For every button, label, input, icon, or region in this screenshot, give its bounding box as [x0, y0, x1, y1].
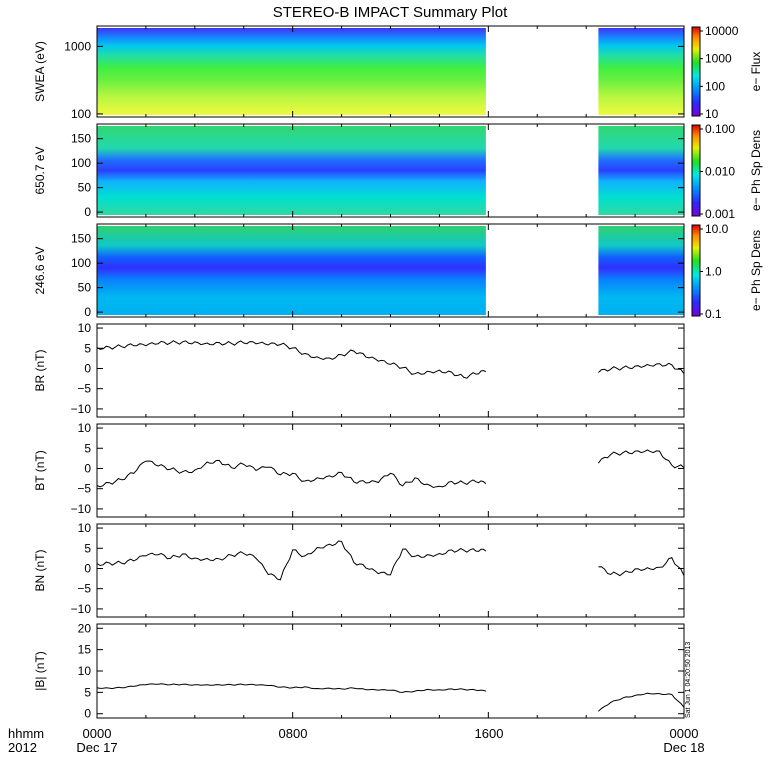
y-tick-label: 10	[78, 521, 92, 535]
y-axis-label: |B| (nT)	[33, 651, 47, 691]
series-line	[96, 683, 487, 693]
colorbar-tick-label: 10.0	[705, 222, 729, 236]
y-tick-label: 10	[78, 421, 92, 435]
colorbar-tick-label: 0.010	[705, 165, 735, 179]
colorbar-label: e− Ph Sp Dens	[749, 230, 763, 311]
y-axis-label: BN (nT)	[33, 549, 47, 591]
y-tick-label: 5	[84, 441, 91, 455]
heatmap-segment	[598, 126, 684, 215]
colorbar-tick-label: 0.001	[705, 207, 735, 221]
colorbar	[691, 26, 701, 117]
colorbar	[691, 124, 701, 217]
y-tick-label: 5	[84, 541, 91, 555]
y-tick-label: 0	[84, 205, 91, 219]
y-tick-label: 100	[71, 256, 91, 270]
panel-6: 10 5 0 −5 −10 BN (nT)	[33, 521, 685, 618]
y-tick-label: 10	[78, 664, 92, 678]
colorbar-tick-label: 0.1	[705, 307, 722, 321]
x-end-date-label: Dec 18	[663, 740, 704, 755]
series-line	[96, 540, 487, 581]
colorbar-tick-label: 1.0	[705, 265, 722, 279]
generation-timestamp: Sat Jun 1 04:20:50 2013	[685, 642, 692, 718]
colorbar-tick-label: 100	[705, 79, 725, 93]
y-axis-label: 246.6 eV	[33, 246, 47, 294]
y-tick-label: 0	[84, 707, 91, 721]
panel-5: 10 5 0 −5 −10 BT (nT)	[33, 421, 685, 518]
y-tick-label: 150	[71, 232, 91, 246]
y-tick-label: −5	[77, 482, 91, 496]
y-tick-label: −5	[77, 382, 91, 396]
x-axis-labels: hhmm 2012 0000 0800 1600 0000 Dec 17 Dec…	[8, 726, 705, 755]
colorbar-label: e− Flux	[749, 52, 763, 92]
colorbar-label: e− Ph Sp Dens	[749, 130, 763, 211]
series-line	[597, 449, 685, 469]
series-line	[96, 459, 487, 489]
heatmap-segment	[598, 226, 684, 315]
plot-frame	[96, 323, 685, 418]
x-tick-label-2: 1600	[475, 726, 504, 741]
heatmap-segment	[97, 28, 486, 115]
panel-4: 10 5 0 −5 −10 BR (nT)	[33, 321, 685, 418]
colorbar	[691, 224, 701, 317]
x-start-date-label: Dec 17	[76, 740, 117, 755]
y-tick-label: 100	[71, 107, 91, 121]
x-tick-label-0: 0000	[83, 726, 112, 741]
y-tick-label: 0	[84, 361, 91, 375]
y-tick-label: 10	[78, 321, 92, 335]
x-axis-hhmm-label: hhmm	[8, 726, 44, 741]
y-tick-label: 0	[84, 461, 91, 475]
colorbar-tick-label: 10000	[705, 24, 739, 38]
y-tick-label: −5	[77, 582, 91, 596]
series-line	[598, 692, 685, 712]
y-tick-label: 0	[84, 561, 91, 575]
panel-3: 0.1 1.0 10.0 e− Ph Sp Dens 0 50 100 150 246.6 eV	[33, 222, 763, 321]
series-line	[598, 362, 685, 374]
y-tick-label: 20	[78, 621, 92, 635]
heatmap-segment	[97, 226, 486, 315]
plot-frame	[96, 523, 685, 618]
heatmap-segment	[598, 28, 684, 115]
panel-1: 10 100 1000 10000 e− Flux 100 1000 SWEA (eV)	[33, 24, 763, 121]
x-tick-label-3: 0000	[670, 726, 699, 741]
series-line	[96, 340, 487, 379]
plot-frame	[96, 623, 685, 719]
panel-2: 0.001 0.010 0.100 e− Ph Sp Dens 0 50 100 150 650…	[33, 122, 763, 221]
y-axis-label: SWEA (eV)	[33, 41, 47, 102]
y-axis-label: 650.7 eV	[33, 146, 47, 194]
colorbar-tick-label: 0.100	[705, 122, 735, 136]
y-tick-label: 0	[84, 305, 91, 319]
figure-title: STEREO-B IMPACT Summary Plot	[273, 4, 508, 21]
y-tick-label: 15	[78, 643, 92, 657]
y-tick-label: 50	[78, 281, 92, 295]
y-tick-label: 100	[71, 156, 91, 170]
heatmap-segment	[97, 126, 486, 215]
colorbar-tick-label: 1000	[705, 52, 732, 66]
y-tick-label: −10	[71, 402, 92, 416]
y-tick-label: 50	[78, 181, 92, 195]
y-tick-label: 1000	[64, 39, 91, 53]
y-tick-label: −10	[71, 502, 92, 516]
panel-7: 20 15 10 5 0 |B| (nT)	[33, 621, 685, 721]
x-axis-year-label: 2012	[8, 740, 37, 755]
y-tick-label: −10	[71, 602, 92, 616]
y-tick-label: 150	[71, 132, 91, 146]
y-tick-label: 5	[84, 341, 91, 355]
x-tick-label-1: 0800	[279, 726, 308, 741]
y-axis-label: BR (nT)	[33, 349, 47, 391]
series-line	[598, 556, 685, 577]
colorbar-tick-label: 10	[705, 107, 719, 121]
y-axis-label: BT (nT)	[33, 450, 47, 490]
y-tick-label: 5	[84, 685, 91, 699]
